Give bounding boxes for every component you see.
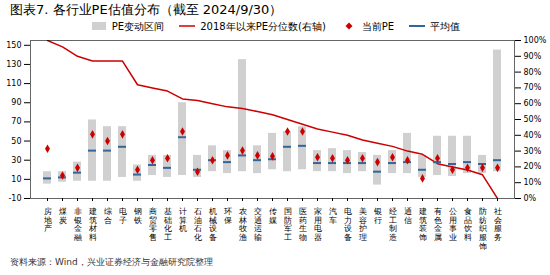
html-text:当前PE: 当前PE (361, 20, 395, 32)
svg-text:50: 50 (11, 137, 21, 146)
svg-text:石油石化: 石油石化 (194, 207, 202, 242)
svg-text:综合: 综合 (104, 207, 112, 225)
svg-text:20%: 20% (524, 162, 542, 171)
svg-text:煤炭: 煤炭 (59, 207, 67, 225)
svg-text:国防军工: 国防军工 (284, 207, 292, 242)
html-text:资料来源：Wind，兴业证券经济与金融研究院整理: 资料来源：Wind，兴业证券经济与金融研究院整理 (10, 257, 213, 267)
svg-text:40%: 40% (524, 131, 542, 140)
svg-text:0%: 0% (524, 194, 537, 203)
svg-text:70: 70 (11, 117, 21, 126)
svg-text:社会服务: 社会服务 (494, 207, 502, 242)
svg-text:30%: 30% (524, 147, 542, 156)
svg-text:农林牧渔: 农林牧渔 (238, 207, 247, 242)
svg-text:80%: 80% (524, 68, 542, 77)
svg-text:-10: -10 (8, 194, 21, 203)
svg-text:130: 130 (6, 60, 21, 69)
svg-text:70%: 70% (524, 83, 542, 92)
html-text:平均值: 平均值 (430, 20, 461, 32)
svg-text:房地产: 房地产 (43, 207, 52, 234)
svg-text:商贸零售: 商贸零售 (149, 207, 157, 242)
svg-text:90%: 90% (524, 52, 542, 61)
svg-text:美容护理: 美容护理 (358, 207, 367, 242)
html-text:2018年以来PE分位数(右轴): 2018年以来PE分位数(右轴) (200, 20, 326, 32)
svg-text:10%: 10% (524, 178, 542, 187)
html-text:PE变动区间: PE变动区间 (111, 20, 165, 32)
svg-text:建筑材料: 建筑材料 (88, 207, 97, 242)
svg-text:防纺织服饰: 防纺织服饰 (478, 207, 487, 251)
html-text:图表7. 各行业PE估值分布（截至 2024/9/30）: 图表7. 各行业PE估值分布（截至 2024/9/30） (10, 2, 283, 17)
svg-text:公用事业: 公用事业 (449, 207, 457, 242)
svg-text:银行: 银行 (373, 207, 382, 225)
svg-text:150: 150 (6, 41, 21, 50)
svg-text:汽车: 汽车 (329, 207, 337, 225)
svg-text:传媒: 传媒 (269, 207, 277, 225)
svg-text:60%: 60% (524, 99, 542, 108)
svg-text:建筑装饰: 建筑装饰 (418, 207, 427, 242)
svg-text:非银金融: 非银金融 (73, 207, 82, 242)
svg-text:电力设备: 电力设备 (344, 207, 352, 242)
svg-text:通信: 通信 (404, 207, 412, 225)
svg-text:基础化工: 基础化工 (163, 207, 172, 242)
svg-text:家用电器: 家用电器 (314, 207, 322, 242)
svg-text:钢铁: 钢铁 (133, 207, 142, 225)
svg-text:有色金属: 有色金属 (434, 207, 442, 242)
svg-text:交通运输: 交通运输 (254, 207, 262, 242)
svg-text:计算机: 计算机 (179, 207, 187, 234)
svg-text:100%: 100% (524, 36, 547, 45)
svg-text:90: 90 (11, 98, 21, 107)
svg-text:机械设备: 机械设备 (209, 207, 217, 242)
svg-text:10: 10 (11, 175, 21, 184)
svg-text:电子: 电子 (119, 207, 127, 225)
svg-text:食品饮料: 食品饮料 (463, 207, 472, 242)
svg-text:110: 110 (6, 79, 21, 88)
svg-text:30: 30 (11, 156, 21, 165)
svg-text:环保: 环保 (224, 207, 232, 225)
svg-text:医药生物: 医药生物 (299, 207, 307, 242)
svg-text:50%: 50% (524, 115, 542, 124)
svg-text:经工制造: 经工制造 (389, 207, 397, 242)
